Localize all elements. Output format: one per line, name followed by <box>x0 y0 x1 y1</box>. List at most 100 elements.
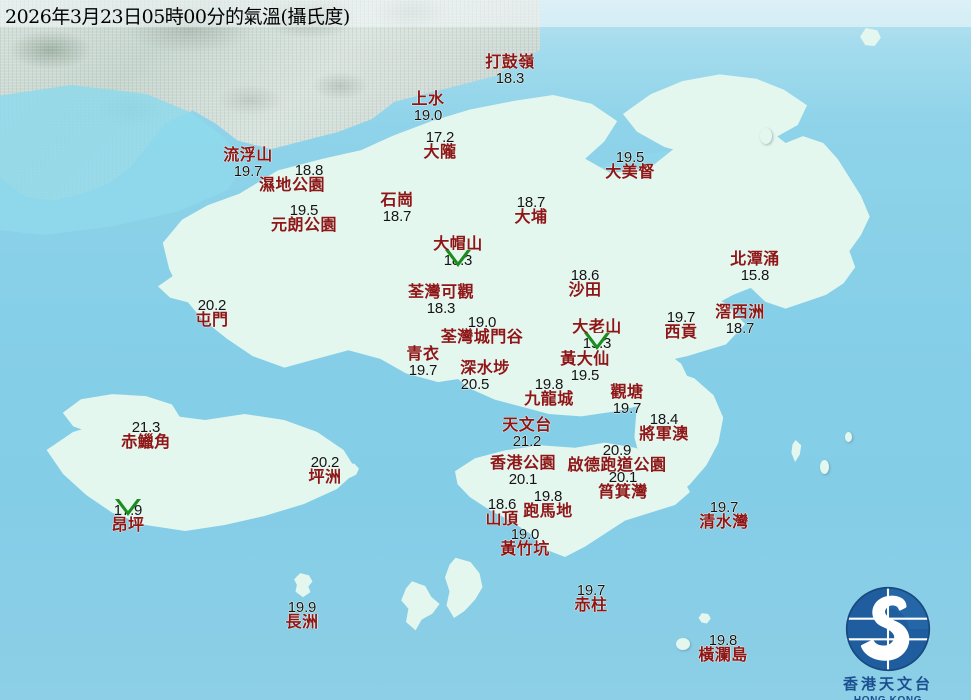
station-temperature-value: 19.7 <box>666 309 696 326</box>
station-name: 昂坪 <box>111 517 145 534</box>
station-temperature-value: 19.7 <box>233 163 263 180</box>
station-name: 滘西洲 <box>715 304 765 321</box>
station-label: 深水埗 20.5 <box>446 360 510 393</box>
station-label: 19.7 清水灣 <box>699 500 749 531</box>
station-temperature-value: 20.9 <box>602 442 632 459</box>
station-temperature-value: 18.3 <box>426 300 456 317</box>
page-title: 2026年3月23日05時00分的氣溫(攝氏度) <box>5 6 350 28</box>
station-temperature-value: 19.7 <box>408 362 438 379</box>
eastern-islet-small <box>820 460 829 474</box>
station-name: 將軍澳 <box>639 426 689 443</box>
station-name: 黃竹坑 <box>500 541 550 558</box>
station-name: 西貢 <box>664 324 698 341</box>
station-name: 屯門 <box>195 312 229 329</box>
station-label: 18.6 山頂 <box>485 497 518 528</box>
station-label: 21.3 赤鱲角 <box>121 420 171 451</box>
station-label: 石崗 18.7 <box>380 192 414 225</box>
station-name: 元朗公園 <box>270 217 338 234</box>
station-name: 打鼓嶺 <box>485 54 535 71</box>
station-temperature-value: 19.0 <box>413 107 443 124</box>
station-temperature-value: 19.5 <box>570 367 600 384</box>
station-temperature-value: 19.0 <box>467 314 497 331</box>
station-label: 香港公園 20.1 <box>489 455 557 488</box>
station-name: 濕地公園 <box>258 177 326 194</box>
station-name: 青衣 <box>406 346 440 363</box>
station-label: 20.9 啟德跑道公園 <box>567 443 666 474</box>
station-label: 荃灣可觀 18.3 <box>407 284 475 317</box>
station-temperature-value: 18.6 <box>570 267 600 284</box>
station-temperature-value: 19.8 <box>534 376 564 393</box>
station-name: 大美督 <box>605 164 655 181</box>
station-marker-triangle-icon <box>584 333 610 350</box>
station-name: 長洲 <box>285 614 319 631</box>
station-label: 觀塘 19.7 <box>610 385 643 417</box>
station-label: 打鼓嶺 18.3 <box>485 54 535 87</box>
station-temperature-value: 20.2 <box>310 454 340 471</box>
eastern-islet-tiny <box>845 432 852 442</box>
station-label: 19.8 橫瀾島 <box>698 633 748 664</box>
station-label: 19.7 赤柱 <box>574 583 607 614</box>
station-label: 北潭涌 15.8 <box>730 251 780 284</box>
station-temperature-value: 18.4 <box>649 411 679 428</box>
station-name: 跑馬地 <box>523 503 573 520</box>
station-name: 石崗 <box>380 192 414 209</box>
ninepin-islets <box>791 440 802 462</box>
station-name: 九龍城 <box>524 391 574 408</box>
station-name: 流浮山 <box>223 147 273 164</box>
station-temperature-value: 15.8 <box>740 267 770 284</box>
peng-chau-island <box>341 463 359 478</box>
station-name: 啟德跑道公園 <box>567 457 667 474</box>
station-marker-triangle-icon <box>445 250 471 267</box>
station-name: 坪洲 <box>308 469 342 486</box>
station-name: 北潭涌 <box>730 251 780 268</box>
station-label: 天文台 21.2 <box>502 417 552 450</box>
station-label: 19.5 元朗公園 <box>271 203 337 234</box>
title-bar <box>0 0 971 27</box>
station-name: 赤鱲角 <box>121 434 171 451</box>
station-label: 黃大仙 19.5 <box>560 351 610 384</box>
hko-logo: 香港天文台 HONG KONG OBSERVATORY <box>813 586 963 700</box>
station-temperature-value: 19.7 <box>576 582 606 599</box>
station-temperature-value: 18.3 <box>495 70 525 87</box>
station-temperature-value: 19.5 <box>289 202 319 219</box>
station-temperature-value: 19.0 <box>510 526 540 543</box>
station-label: 20.2 屯門 <box>195 298 228 329</box>
station-label: 19.0 荃灣城門谷 <box>441 315 524 346</box>
station-temperature-value: 19.8 <box>708 632 738 649</box>
po-toi-island <box>676 638 690 650</box>
station-name: 深水埗 <box>460 360 510 377</box>
station-name: 赤柱 <box>574 597 608 614</box>
station-temperature-value: 18.7 <box>382 208 412 225</box>
station-name: 黃大仙 <box>560 351 610 368</box>
hko-s-emblem-icon <box>845 586 931 672</box>
northeast-islet-a <box>860 28 881 47</box>
station-name: 筲箕灣 <box>598 484 648 501</box>
station-name: 上水 <box>411 91 445 108</box>
station-name: 荃灣可觀 <box>407 284 475 301</box>
station-name: 大埔 <box>514 209 548 226</box>
station-temperature-value: 19.7 <box>612 400 642 417</box>
station-name: 天文台 <box>502 417 552 434</box>
station-name: 香港公園 <box>489 455 557 472</box>
station-temperature-value: 18.7 <box>516 194 546 211</box>
station-temperature-value: 19.9 <box>287 599 317 616</box>
station-temperature-value: 20.5 <box>460 376 490 393</box>
station-temperature-value: 18.6 <box>487 496 517 513</box>
station-label: 18.6 沙田 <box>568 268 601 299</box>
waglan-island <box>698 613 711 624</box>
station-name: 荃灣城門谷 <box>440 329 524 346</box>
station-temperature-value: 18.7 <box>725 320 755 337</box>
hko-logo-chinese-text: 香港天文台 <box>842 676 933 693</box>
station-temperature-value: 20.2 <box>197 297 227 314</box>
station-label: 19.8 九龍城 <box>524 377 574 408</box>
station-name: 大老山 <box>572 319 622 336</box>
hko-logo-english-text: HONG KONG OBSERVATORY <box>813 695 963 700</box>
station-label: 19.9 長洲 <box>285 600 318 631</box>
station-temperature-value: 21.2 <box>512 433 542 450</box>
station-name: 大隴 <box>423 144 457 161</box>
station-label: 19.7 西貢 <box>664 310 697 341</box>
station-temperature-value: 18.8 <box>294 162 324 179</box>
station-temperature-value: 19.7 <box>709 499 739 516</box>
station-label: 18.7 大埔 <box>514 195 547 226</box>
